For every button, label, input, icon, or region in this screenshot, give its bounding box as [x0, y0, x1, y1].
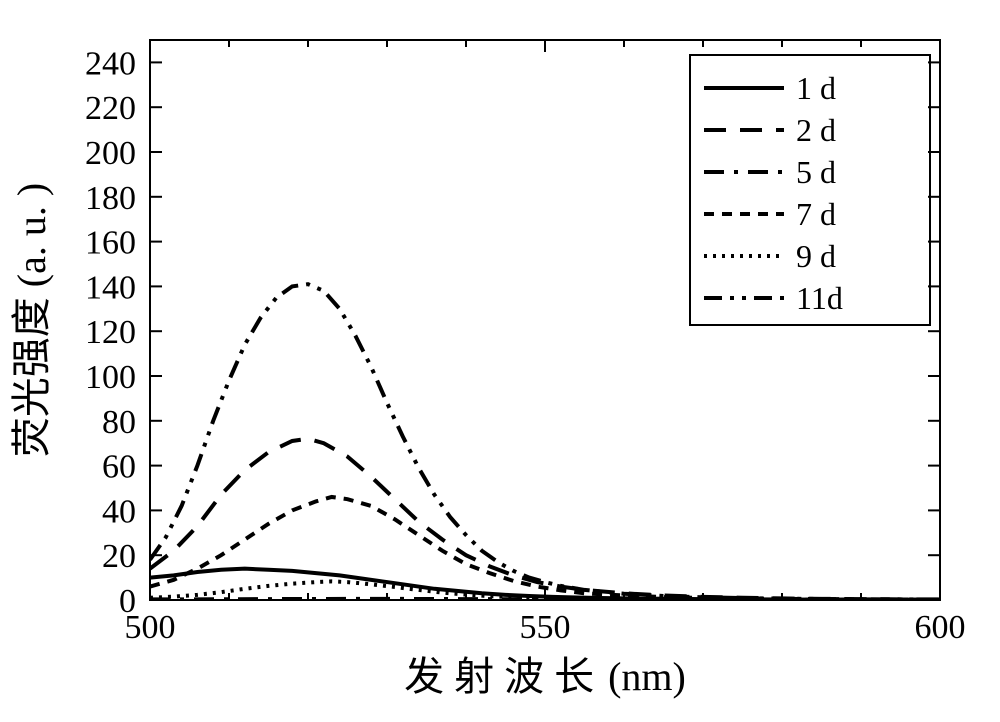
y-tick-label: 20: [102, 538, 136, 575]
y-tick-label: 100: [85, 359, 136, 396]
y-tick-label: 140: [85, 269, 136, 306]
y-tick-label: 120: [85, 314, 136, 351]
y-tick-label: 200: [85, 135, 136, 172]
legend-label: 2 d: [796, 112, 836, 148]
x-tick-label: 600: [915, 609, 966, 646]
legend-label: 7 d: [796, 196, 836, 232]
chart-container: 500550600发 射 波 长(nm)02040608010012014016…: [0, 0, 1000, 722]
series-s2: [150, 439, 940, 600]
x-axis-title: 发 射 波 长(nm): [404, 654, 686, 699]
y-tick-label: 220: [85, 90, 136, 127]
series-s11: [150, 284, 940, 599]
y-tick-label: 60: [102, 449, 136, 486]
y-tick-label: 240: [85, 45, 136, 82]
legend-label: 9 d: [796, 238, 836, 274]
x-tick-label: 550: [520, 609, 571, 646]
y-tick-label: 40: [102, 493, 136, 530]
y-axis-title: 荧光强度(a. u. ): [9, 183, 54, 457]
y-tick-label: 180: [85, 180, 136, 217]
y-tick-label: 0: [119, 583, 136, 620]
legend-label: 11d: [796, 280, 843, 316]
series-group: [150, 284, 940, 600]
y-tick-label: 80: [102, 404, 136, 441]
fluorescence-chart: 500550600发 射 波 长(nm)02040608010012014016…: [0, 0, 1000, 722]
legend-label: 5 d: [796, 154, 836, 190]
legend-label: 1 d: [796, 70, 836, 106]
y-tick-label: 160: [85, 225, 136, 262]
